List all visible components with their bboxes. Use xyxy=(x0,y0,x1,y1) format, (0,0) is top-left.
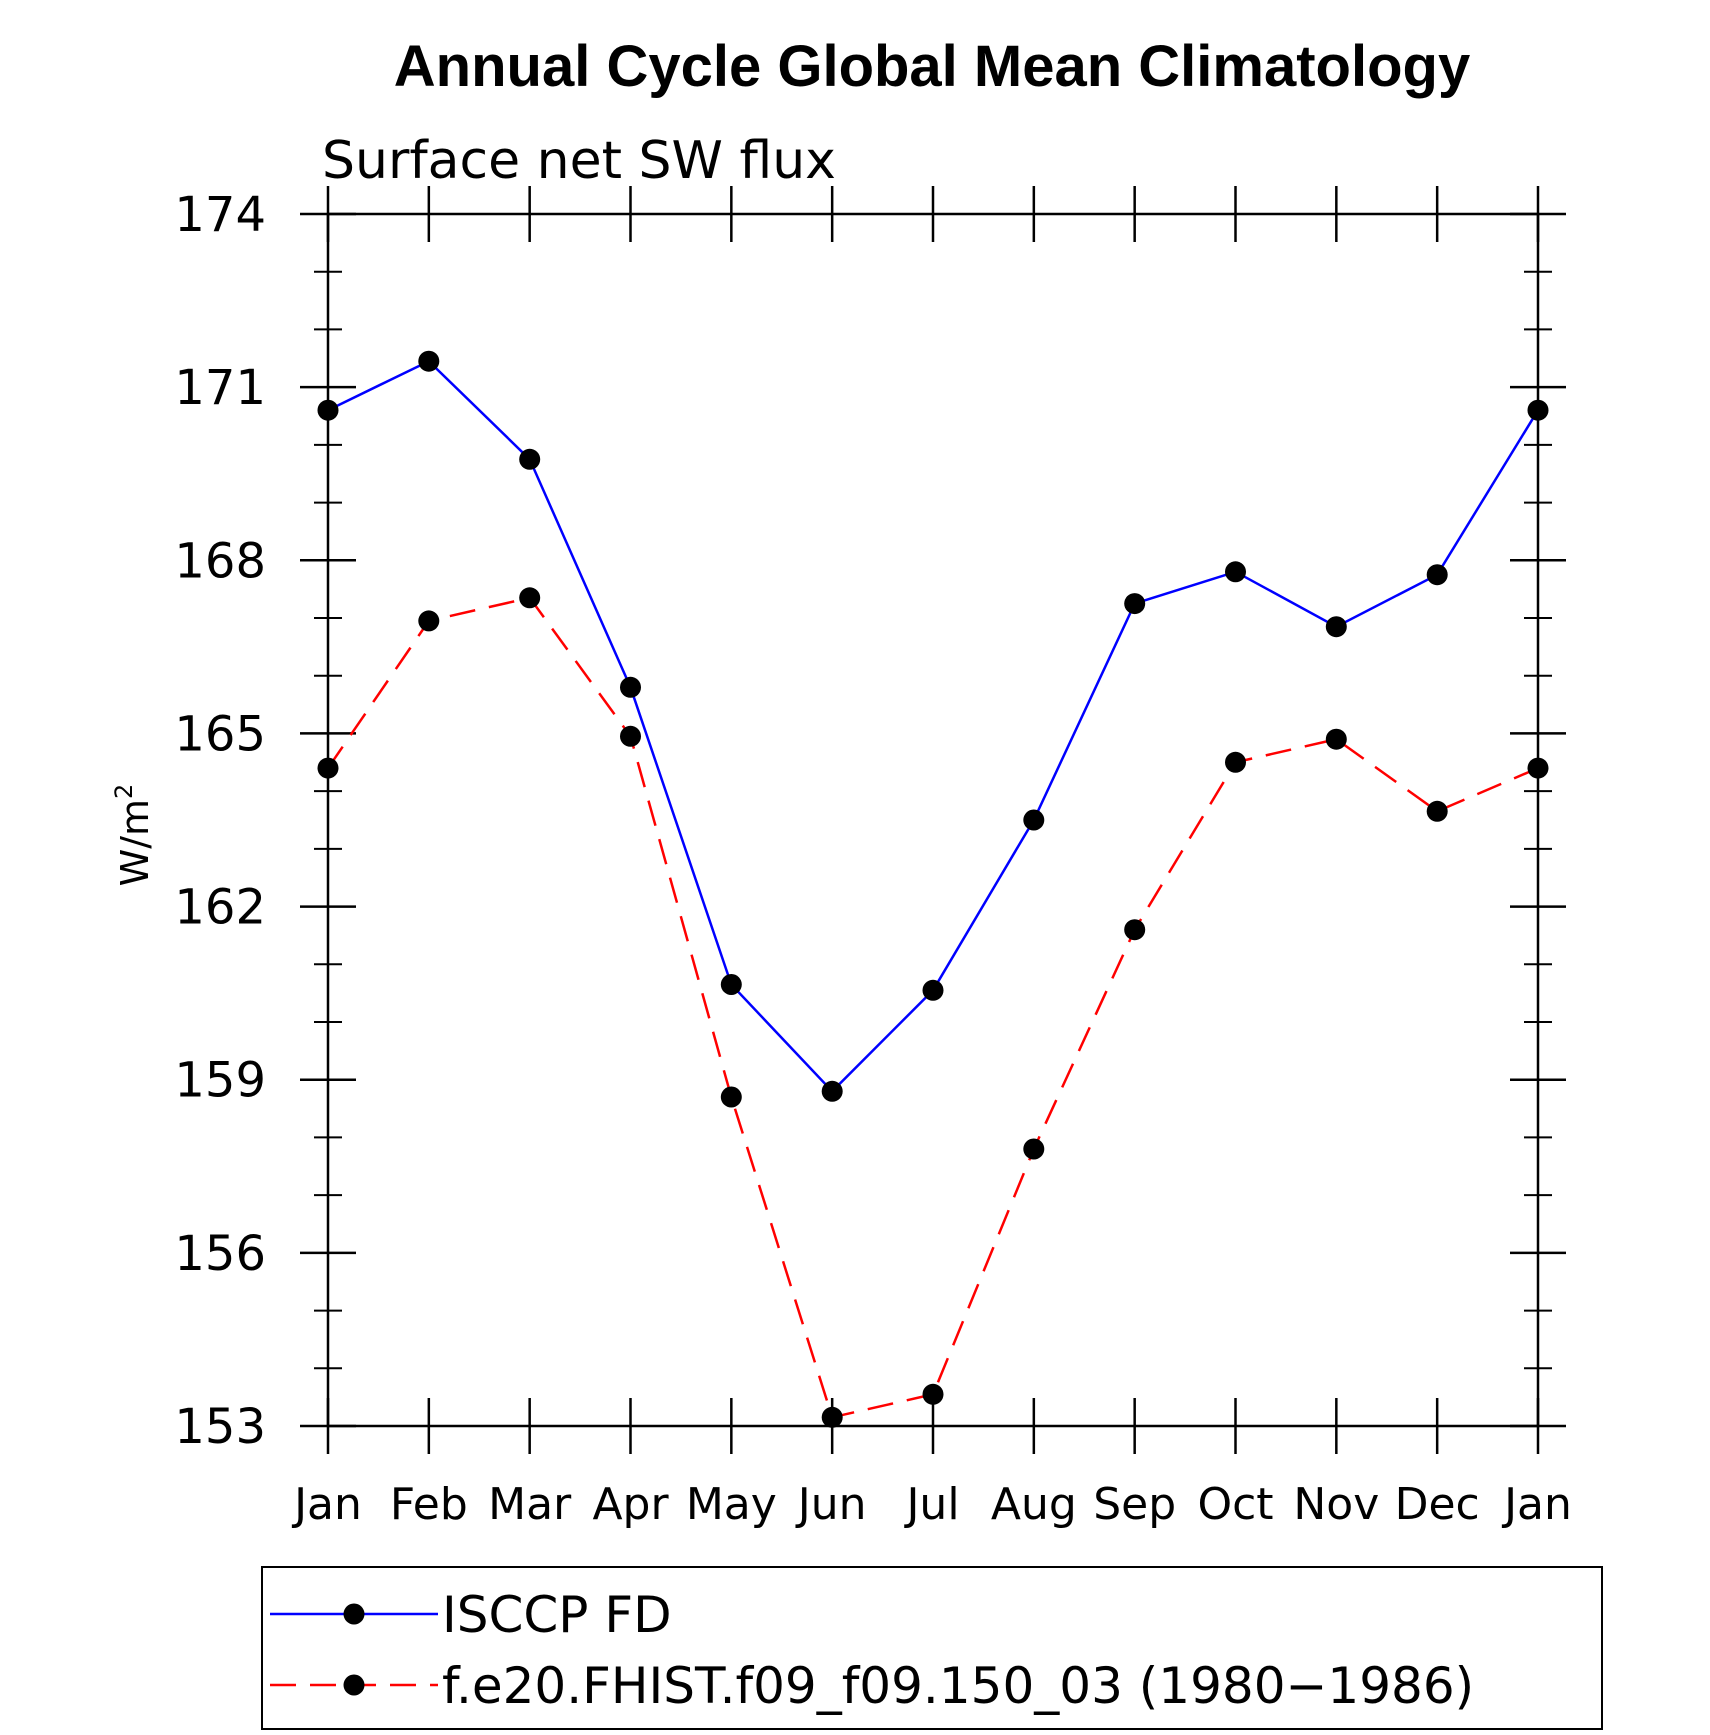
chart-title: Annual Cycle Global Mean Climatology xyxy=(394,34,1470,99)
data-point xyxy=(1426,564,1448,586)
x-tick-label: Jan xyxy=(291,1479,362,1530)
data-point xyxy=(1325,616,1347,638)
y-axis-label-superscript: 2 xyxy=(110,784,138,799)
data-point xyxy=(1527,399,1549,421)
data-point xyxy=(821,1080,843,1102)
data-point xyxy=(1225,561,1246,583)
data-point xyxy=(1023,809,1045,831)
legend-box xyxy=(261,1566,1603,1730)
x-tick-label: Nov xyxy=(1293,1479,1379,1530)
data-point xyxy=(1426,800,1448,822)
x-tick-label: Apr xyxy=(592,1479,669,1530)
data-point xyxy=(620,676,641,698)
legend-label: f.e20.FHIST.f09_f09.150_03 (1980−1986) xyxy=(442,1657,1474,1715)
series-line xyxy=(326,596,1539,1419)
legend-item: f.e20.FHIST.f09_f09.150_03 (1980−1986) xyxy=(270,1657,1474,1715)
data-point xyxy=(821,1406,843,1428)
data-point xyxy=(922,1383,944,1405)
data-point xyxy=(1225,751,1246,773)
plot-axes xyxy=(326,212,1540,1428)
svg-text:W/m2: W/m2 xyxy=(110,784,157,887)
legend-label: ISCCP FD xyxy=(442,1586,672,1644)
x-tick-label: Jul xyxy=(903,1479,959,1530)
series-layer xyxy=(317,350,1549,1428)
x-tick-label: Sep xyxy=(1093,1479,1176,1530)
data-point xyxy=(519,448,541,470)
chart-subtitle: Surface net SW flux xyxy=(322,131,836,191)
legend-marker xyxy=(343,1674,365,1696)
x-tick-label: Jun xyxy=(795,1479,867,1530)
data-point xyxy=(1527,757,1549,779)
y-tick-label: 156 xyxy=(174,1226,266,1282)
series-2 xyxy=(317,587,1549,1428)
x-axis-ticks: Jan Feb Mar Apr May Jun Jul Aug Sep Oct Nov Dec Jan xyxy=(291,186,1572,1530)
data-point xyxy=(418,350,440,372)
x-tick-label: Aug xyxy=(991,1479,1077,1530)
y-tick-label: 165 xyxy=(174,706,266,762)
y-tick-label: 174 xyxy=(174,187,266,243)
data-point xyxy=(1325,728,1347,750)
y-tick-label: 171 xyxy=(174,360,266,416)
x-tick-label: Jan xyxy=(1501,1479,1572,1530)
x-tick-label: Dec xyxy=(1395,1479,1480,1530)
legend-marker xyxy=(343,1603,365,1625)
y-tick-label: 162 xyxy=(174,880,266,936)
y-axis-label-base: W/m xyxy=(113,799,157,886)
data-point xyxy=(317,399,339,421)
legend-item: ISCCP FD xyxy=(270,1586,672,1644)
data-point xyxy=(418,610,440,632)
y-tick-label: 153 xyxy=(174,1399,266,1455)
y-axis-ticks: 153 156 159 162 165 168 171 174 xyxy=(174,187,1566,1455)
x-tick-label: Oct xyxy=(1197,1479,1273,1530)
data-point xyxy=(519,587,541,609)
y-tick-label: 168 xyxy=(174,533,266,589)
data-point xyxy=(1124,593,1146,615)
y-axis-label: W/m2 xyxy=(110,784,157,887)
data-point xyxy=(317,757,339,779)
plot-frame xyxy=(326,212,1540,1428)
data-point xyxy=(620,725,641,747)
x-tick-label: Feb xyxy=(390,1479,468,1530)
data-point xyxy=(720,1086,742,1108)
y-tick-label: 159 xyxy=(174,1053,266,1109)
data-point xyxy=(1124,919,1146,941)
series-1 xyxy=(317,350,1549,1102)
x-tick-label: Mar xyxy=(488,1479,572,1530)
data-point xyxy=(1023,1138,1045,1160)
data-point xyxy=(922,979,944,1001)
x-tick-label: May xyxy=(686,1479,777,1530)
data-point xyxy=(720,974,742,995)
legend: ISCCP FD f.e20.FHIST.f09_f09.150_03 (1980… xyxy=(261,1566,1603,1730)
